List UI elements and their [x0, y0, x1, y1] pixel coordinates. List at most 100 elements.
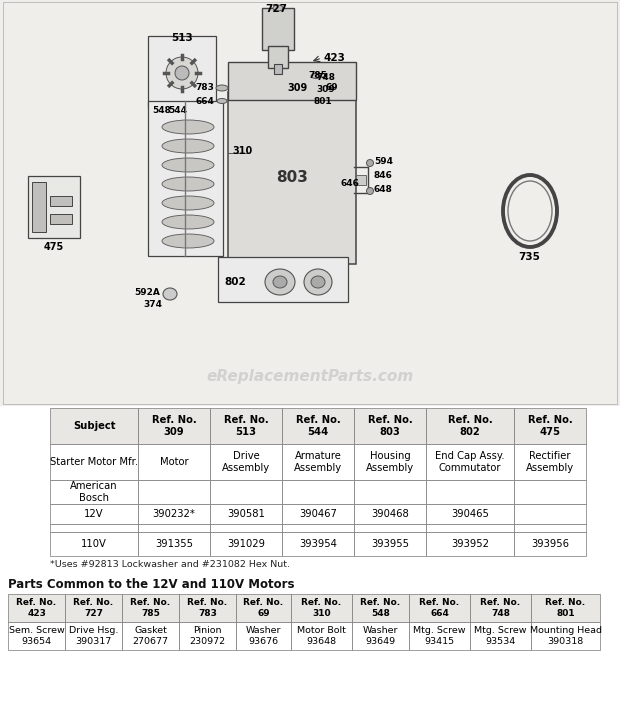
- Text: 801: 801: [314, 97, 332, 105]
- Bar: [262, 8, 294, 50]
- Text: Motor Bolt
93648: Motor Bolt 93648: [297, 627, 346, 645]
- Text: Ref. No.
783: Ref. No. 783: [187, 598, 228, 618]
- Bar: [28, 176, 80, 238]
- Bar: [514, 532, 586, 556]
- Text: Ref. No.
544: Ref. No. 544: [296, 415, 340, 437]
- Bar: [138, 408, 210, 444]
- Bar: [282, 532, 354, 556]
- Text: 374: 374: [143, 300, 162, 309]
- Text: 646: 646: [340, 179, 360, 187]
- Bar: [138, 532, 210, 556]
- Ellipse shape: [162, 139, 214, 153]
- Bar: [8, 594, 65, 622]
- Bar: [426, 480, 514, 504]
- Text: Drive Hsg.
390317: Drive Hsg. 390317: [69, 627, 118, 645]
- Text: Mtg. Screw
93415: Mtg. Screw 93415: [414, 627, 466, 645]
- Bar: [282, 444, 354, 480]
- Bar: [50, 532, 138, 556]
- Bar: [138, 524, 210, 532]
- Bar: [50, 408, 138, 444]
- Text: Washer
93649: Washer 93649: [363, 627, 398, 645]
- Text: Ref. No.
802: Ref. No. 802: [448, 415, 492, 437]
- Ellipse shape: [311, 276, 325, 288]
- Text: *Uses #92813 Lockwasher and #231082 Hex Nut.: *Uses #92813 Lockwasher and #231082 Hex …: [50, 560, 290, 569]
- Bar: [354, 444, 426, 480]
- Bar: [148, 101, 223, 256]
- Text: 393954: 393954: [299, 539, 337, 549]
- Ellipse shape: [217, 99, 227, 104]
- Text: American
Bosch: American Bosch: [70, 481, 118, 503]
- Text: 390465: 390465: [451, 509, 489, 519]
- Bar: [210, 408, 282, 444]
- Bar: [228, 92, 356, 264]
- Bar: [514, 504, 586, 524]
- Bar: [426, 504, 514, 524]
- Bar: [138, 504, 210, 524]
- Text: 390467: 390467: [299, 509, 337, 519]
- Text: 748: 748: [316, 73, 335, 81]
- Bar: [218, 257, 348, 302]
- Text: Ref. No.
664: Ref. No. 664: [420, 598, 459, 618]
- Bar: [236, 594, 291, 622]
- Bar: [514, 524, 586, 532]
- Text: 475: 475: [44, 242, 64, 252]
- Ellipse shape: [311, 73, 321, 78]
- Text: Ref. No.
748: Ref. No. 748: [480, 598, 521, 618]
- Bar: [426, 524, 514, 532]
- Bar: [291, 622, 352, 650]
- Bar: [514, 480, 586, 504]
- Text: Sem. Screw
93654: Sem. Screw 93654: [9, 627, 64, 645]
- Text: Armature
Assembly: Armature Assembly: [294, 451, 342, 473]
- Text: Mtg. Screw
93534: Mtg. Screw 93534: [474, 627, 527, 645]
- Text: 309: 309: [288, 83, 308, 93]
- Bar: [354, 408, 426, 444]
- Bar: [8, 622, 65, 650]
- Text: 393955: 393955: [371, 539, 409, 549]
- Text: Gasket
270677: Gasket 270677: [133, 627, 169, 645]
- Bar: [138, 444, 210, 480]
- Text: 310: 310: [232, 146, 252, 156]
- Text: 802: 802: [224, 277, 246, 287]
- Bar: [354, 532, 426, 556]
- Text: Ref. No.
475: Ref. No. 475: [528, 415, 572, 437]
- Bar: [282, 480, 354, 504]
- Text: Mounting Head
390318: Mounting Head 390318: [529, 627, 601, 645]
- Bar: [122, 594, 179, 622]
- Text: Ref. No.
69: Ref. No. 69: [244, 598, 283, 618]
- Text: Ref. No.
310: Ref. No. 310: [301, 598, 342, 618]
- Text: Housing
Assembly: Housing Assembly: [366, 451, 414, 473]
- Text: 391355: 391355: [155, 539, 193, 549]
- Text: Ref. No.
801: Ref. No. 801: [546, 598, 585, 618]
- Bar: [50, 504, 138, 524]
- Text: 803: 803: [276, 171, 308, 186]
- Text: 544: 544: [168, 106, 187, 115]
- Bar: [148, 36, 216, 108]
- Bar: [352, 594, 409, 622]
- Ellipse shape: [163, 288, 177, 300]
- Text: 390581: 390581: [227, 509, 265, 519]
- Ellipse shape: [162, 215, 214, 229]
- Text: Ref. No.
423: Ref. No. 423: [17, 598, 56, 618]
- Bar: [470, 594, 531, 622]
- Bar: [210, 532, 282, 556]
- Bar: [514, 444, 586, 480]
- Bar: [531, 622, 600, 650]
- Bar: [514, 408, 586, 444]
- Text: 390232*: 390232*: [153, 509, 195, 519]
- Text: Ref. No.
309: Ref. No. 309: [152, 415, 197, 437]
- Text: eReplacementParts.com: eReplacementParts.com: [206, 369, 414, 384]
- Ellipse shape: [162, 158, 214, 172]
- Text: Ref. No.
785: Ref. No. 785: [130, 598, 170, 618]
- Text: 423: 423: [323, 53, 345, 63]
- Text: 785: 785: [308, 71, 327, 81]
- Bar: [354, 504, 426, 524]
- Ellipse shape: [273, 276, 287, 288]
- Ellipse shape: [265, 269, 295, 295]
- Bar: [282, 408, 354, 444]
- Ellipse shape: [162, 177, 214, 191]
- Bar: [409, 594, 470, 622]
- Bar: [210, 444, 282, 480]
- Ellipse shape: [273, 5, 283, 11]
- Text: 110V: 110V: [81, 539, 107, 549]
- Text: 390468: 390468: [371, 509, 409, 519]
